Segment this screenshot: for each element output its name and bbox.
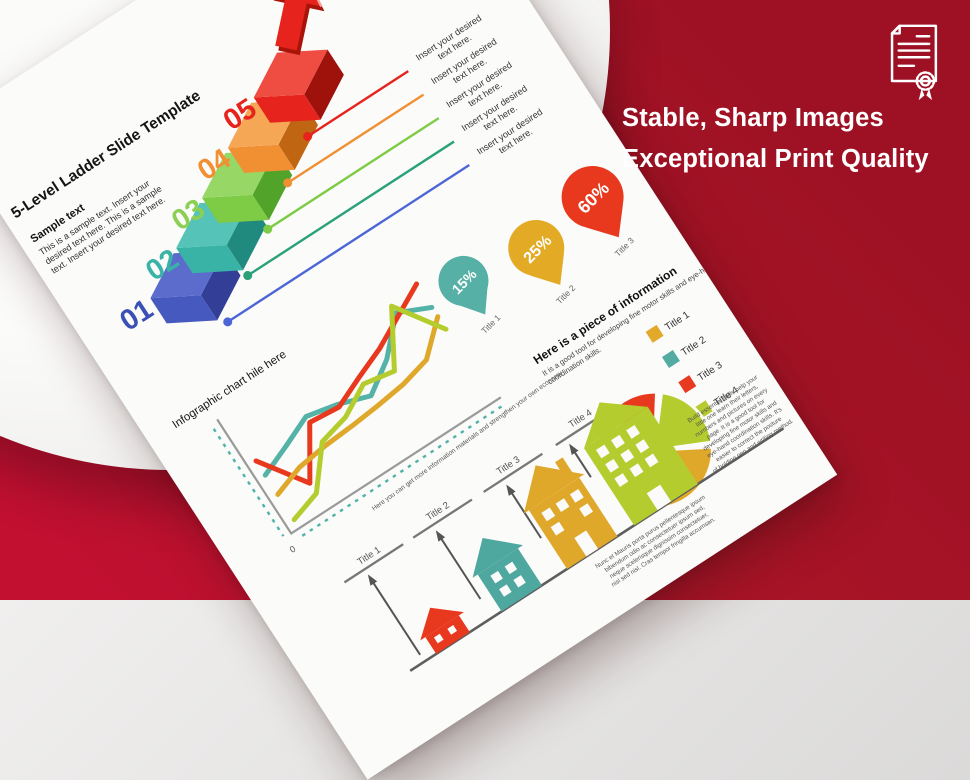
headline-line-2: Exceptional Print Quality xyxy=(622,145,929,174)
slide-graphics: 5-Level Ladder Slide Template Sample tex… xyxy=(8,0,795,672)
slide-page: 5-Level Ladder Slide Template Sample tex… xyxy=(8,0,796,672)
callout-dot xyxy=(223,317,233,327)
ribbon-icon xyxy=(918,88,925,101)
legend-swatch xyxy=(661,350,680,368)
legend-label: Title 1 xyxy=(663,309,692,333)
house-4 xyxy=(584,402,698,526)
legend-label: Title 3 xyxy=(696,360,725,384)
svg-text:bibendum odio ac consectetuer: bibendum odio ac consectetuer ipsum sed, xyxy=(604,504,707,574)
percent-pins: 15% Title 1 25% Title 2 60% Title 3 xyxy=(438,166,636,336)
x-ticks xyxy=(301,404,505,537)
timeline-label: Title 4 xyxy=(567,407,594,430)
callouts: Insert your desired text here. Insert yo… xyxy=(223,13,544,327)
series-gold xyxy=(275,314,441,497)
timeline-label: Title 1 xyxy=(355,545,382,568)
headline-line-1: Stable, Sharp Images xyxy=(622,104,884,132)
series-green xyxy=(291,303,449,523)
pin-balloon xyxy=(561,166,624,229)
line-chart: 0 Here you can get more information mate… xyxy=(212,281,564,555)
ladder-arrow-icon xyxy=(269,0,325,56)
arrow-up-icon xyxy=(435,530,446,542)
house-1 xyxy=(420,607,470,654)
pin-balloon xyxy=(508,219,565,276)
origin-label: 0 xyxy=(288,544,298,555)
arrow-up-icon xyxy=(569,443,579,456)
house-3 xyxy=(523,457,618,569)
y-ticks xyxy=(212,428,285,537)
timeline-label: Title 3 xyxy=(495,454,522,477)
legend-swatch xyxy=(678,375,697,394)
legend-swatch xyxy=(645,324,664,343)
arrow-up-icon xyxy=(506,484,516,496)
arrow-up-icon xyxy=(367,574,378,586)
legend-label: Title 2 xyxy=(680,334,709,358)
ladder-step-5 xyxy=(253,49,344,123)
slide-title: 5-Level Ladder Slide Template xyxy=(8,87,204,222)
pin-label: Title 3 xyxy=(613,235,636,258)
promo-headline: Stable, Sharp Images Exceptional Print Q… xyxy=(622,98,929,181)
pin-label: Title 1 xyxy=(479,312,502,335)
rosette-icon xyxy=(915,71,936,91)
certificate-document-icon xyxy=(890,24,938,101)
pie-slice-green xyxy=(652,390,714,452)
series-red xyxy=(253,281,420,486)
pin-label: Title 2 xyxy=(554,283,577,306)
chart-title: Infographic chart hile here xyxy=(171,349,289,431)
pin-balloon xyxy=(438,255,489,306)
timeline-label: Title 2 xyxy=(424,500,451,523)
house-2 xyxy=(472,537,542,612)
ribbon-icon xyxy=(926,88,933,101)
